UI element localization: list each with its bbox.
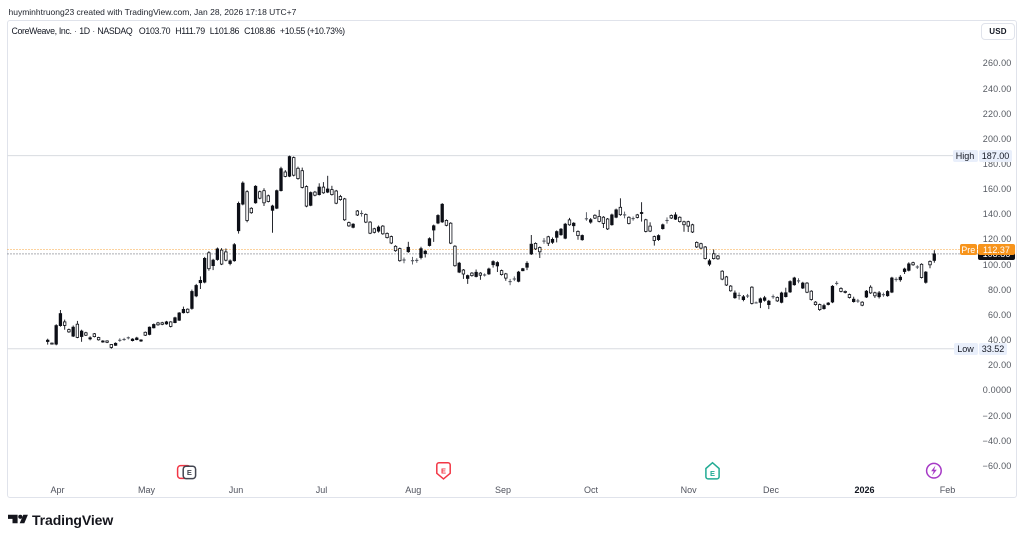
svg-text:E: E	[441, 466, 446, 475]
svg-text:E: E	[710, 469, 715, 478]
svg-text:E: E	[187, 468, 192, 477]
